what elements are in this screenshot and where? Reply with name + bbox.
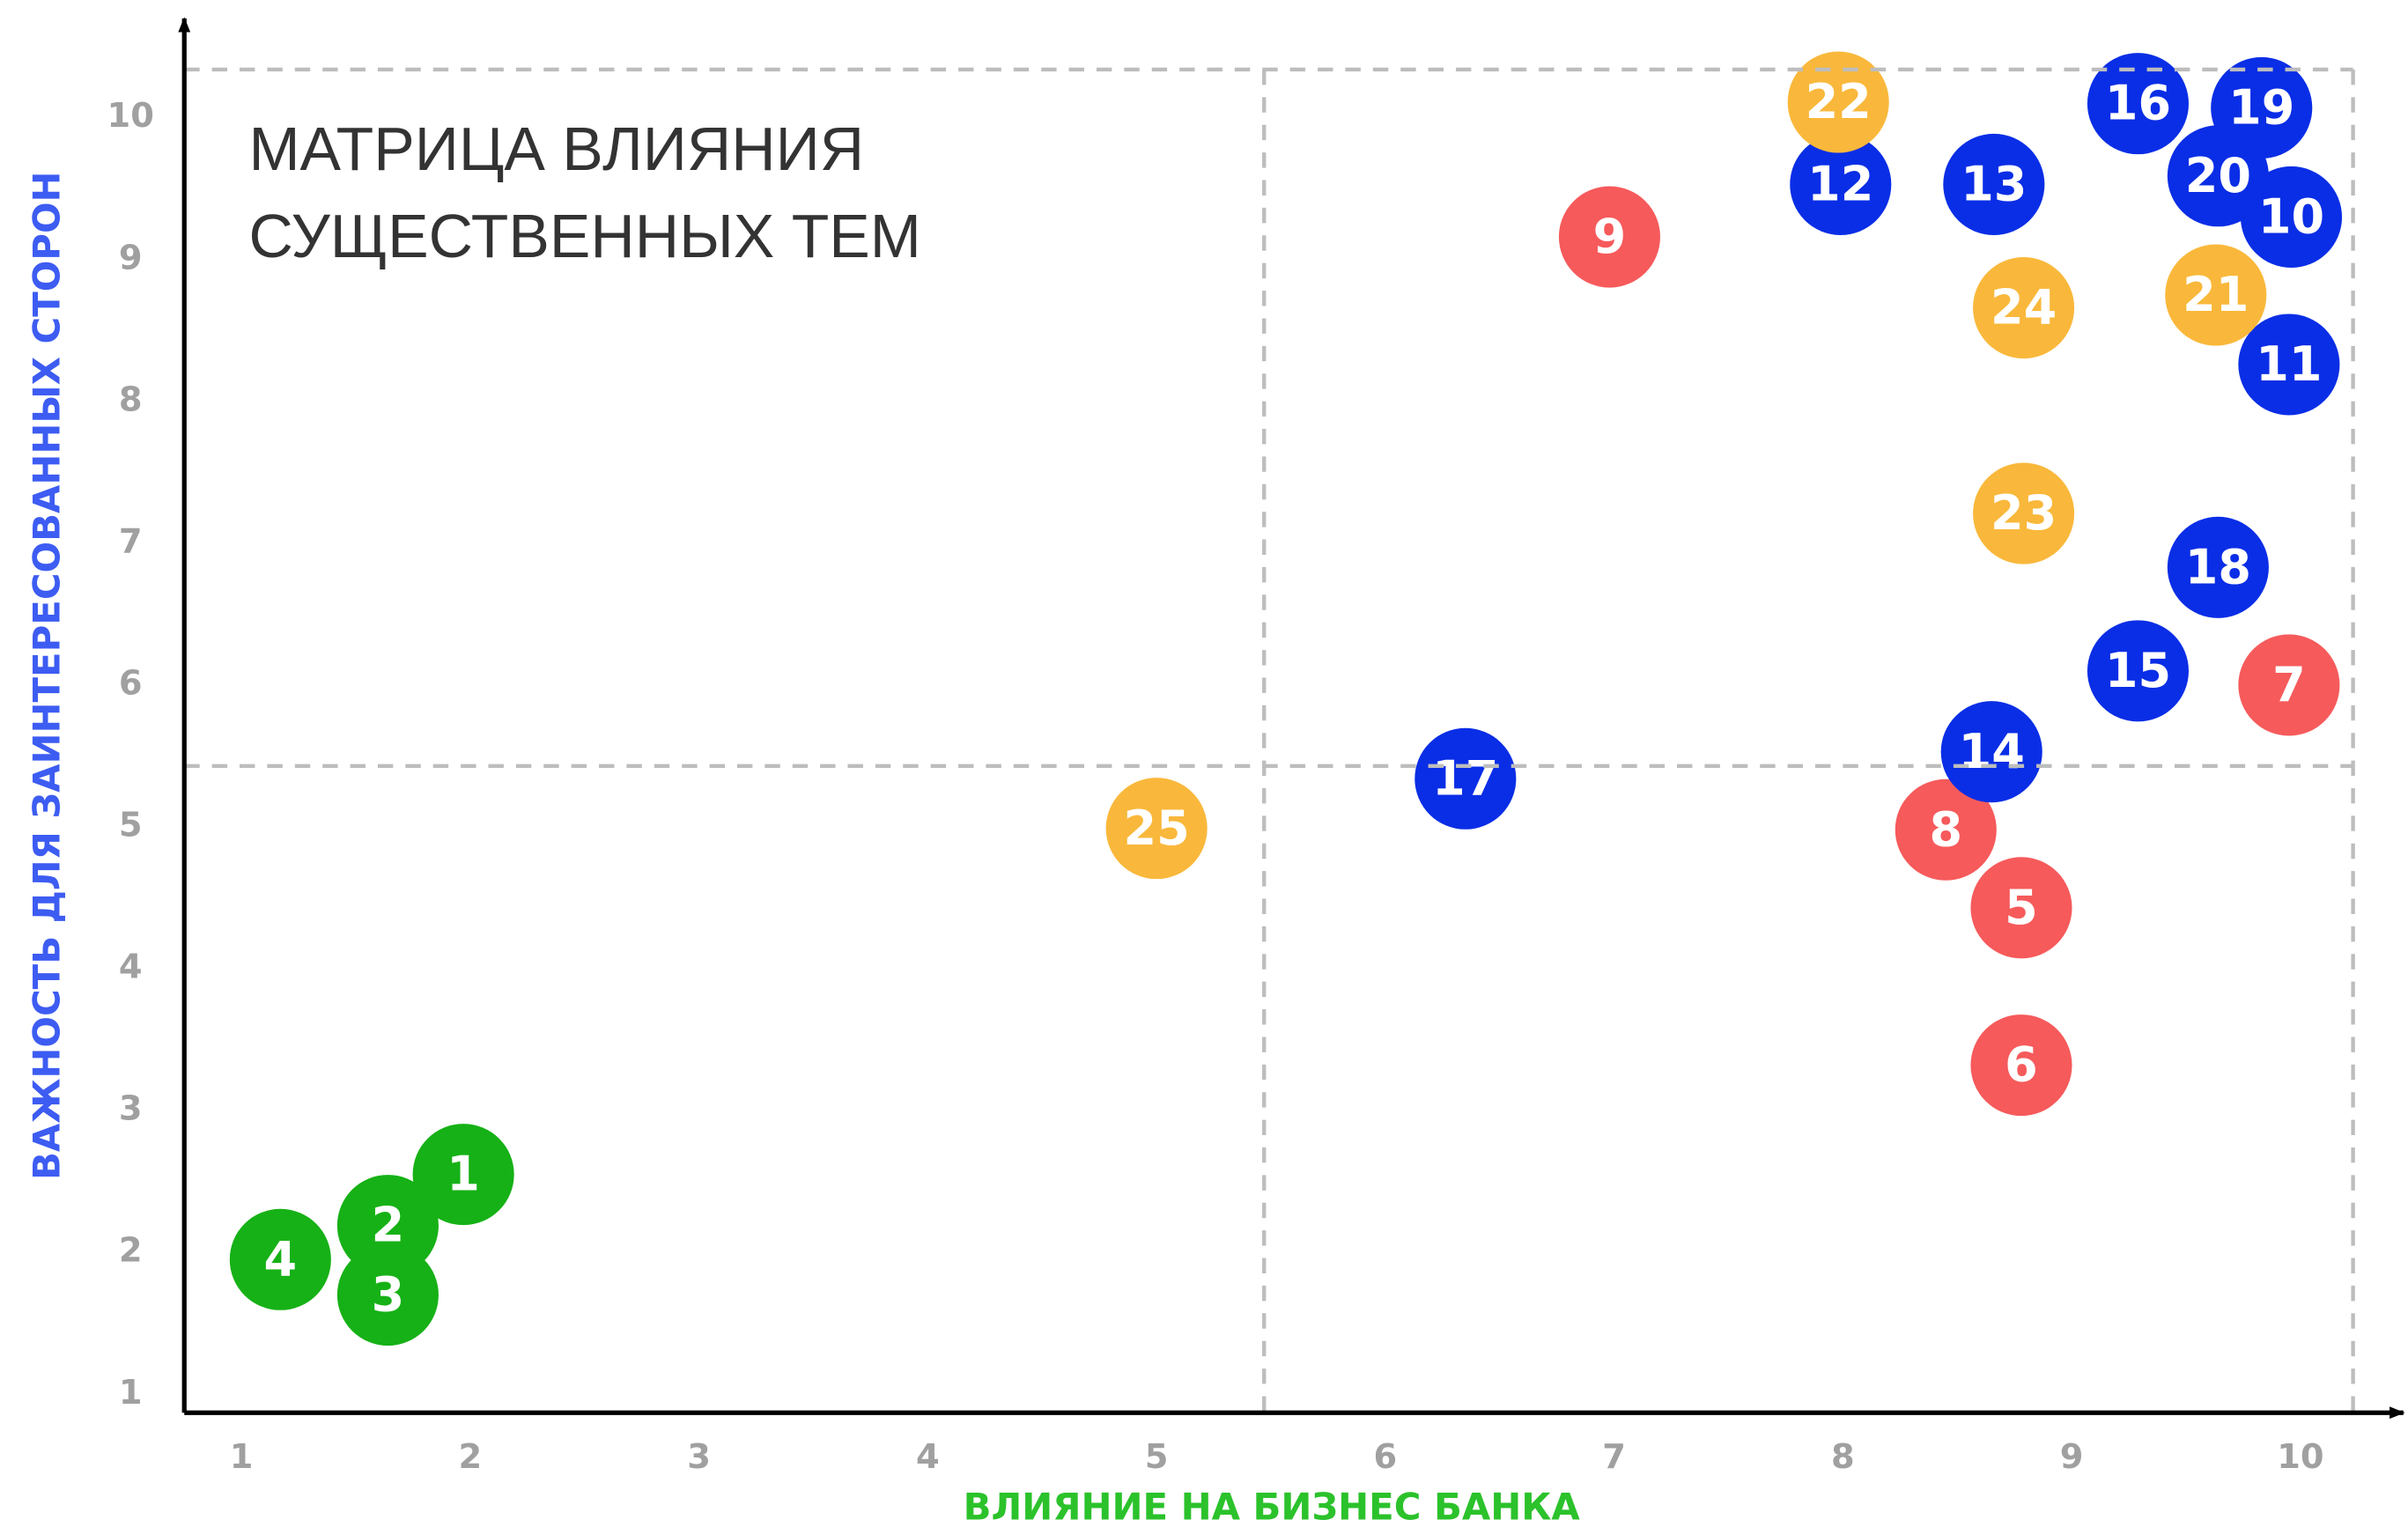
y-tick-label: 4 [119,948,143,987]
x-tick-label: 4 [916,1437,940,1477]
y-tick-label: 10 [107,96,154,136]
bubble [1973,257,2075,359]
y-tick-label: 2 [119,1231,143,1271]
point-label: 20 [2185,148,2251,203]
x-tick-label: 3 [687,1437,711,1477]
chart-title: МАТРИЦА ВЛИЯНИЯ [248,114,864,183]
bubble [2165,244,2267,346]
y-tick-label: 5 [119,806,143,845]
bubble [412,1124,514,1226]
point-label: 11 [2256,336,2322,392]
bubble [336,1175,439,1277]
bubble [2238,634,2340,736]
point-label: 8 [1929,801,1962,857]
y-tick-label: 8 [119,380,143,419]
point-label: 21 [2183,267,2249,322]
bubble [1415,727,1517,830]
chart-title: СУЩЕСТВЕННЫХ ТЕМ [248,202,920,270]
point-label: 5 [2005,880,2038,935]
point-label: 14 [1959,724,2025,779]
x-tick-label: 6 [1374,1437,1398,1477]
point-label: 16 [2105,76,2171,131]
y-tick-label: 1 [119,1373,143,1413]
y-axis-label: ВАЖНОСТЬ ДЛЯ ЗАИНТЕРЕСОВАННЫХ СТОРОН [25,171,68,1180]
y-tick-label: 3 [119,1089,143,1129]
y-tick-label: 7 [119,521,143,561]
bubble [1787,51,1889,153]
bubble [1943,133,2045,235]
x-axis-label: ВЛИЯНИЕ НА БИЗНЕС БАНКА [964,1486,1581,1527]
y-tick-label: 9 [119,238,143,277]
bubble [2167,516,2269,618]
point-label: 18 [2185,539,2251,594]
x-tick-label: 2 [459,1437,483,1477]
bubble [1558,186,1660,288]
x-tick-label: 7 [1602,1437,1626,1477]
point-label: 1 [447,1147,480,1202]
point-label: 13 [1961,157,2027,212]
point-label: 9 [1593,209,1627,264]
bubble [2087,620,2190,722]
point-label: 4 [264,1231,298,1287]
point-label: 24 [1991,280,2057,336]
point-label: 17 [1432,750,1498,806]
point-label: 25 [1124,800,1190,856]
bubble [1790,133,1892,235]
bubble [2087,53,2190,155]
point-label: 12 [1807,157,1873,212]
x-tick-label: 5 [1145,1437,1169,1477]
point-label: 23 [1991,485,2057,541]
point-label: 15 [2105,643,2171,698]
point-label: 19 [2228,80,2294,136]
bubble [1940,701,2042,803]
bubble [229,1208,331,1310]
bubble [2167,125,2269,227]
bubble [1970,857,2072,959]
point-label: 22 [1806,74,1872,129]
bubble [1973,462,2075,564]
point-label: 6 [2005,1037,2038,1093]
point-label: 7 [2272,657,2306,712]
bubble [1105,778,1208,880]
x-tick-label: 10 [2277,1437,2323,1477]
point-label: 2 [372,1198,405,1253]
point-label: 10 [2258,189,2324,245]
point-label: 3 [372,1267,405,1323]
x-tick-label: 1 [230,1437,254,1477]
y-tick-label: 6 [119,663,143,703]
bubble [1895,778,1997,881]
x-tick-label: 9 [2060,1437,2084,1477]
bubble [2238,314,2340,416]
x-tick-label: 8 [1831,1437,1855,1477]
bubble [1970,1014,2072,1117]
bubble [336,1243,439,1346]
